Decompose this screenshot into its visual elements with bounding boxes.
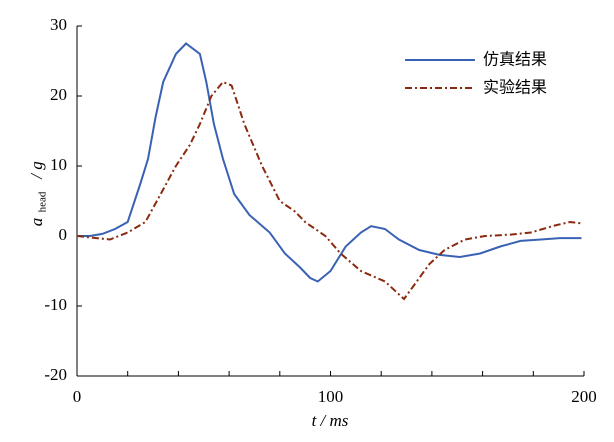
y-tick-label: 20	[50, 85, 67, 104]
series-line	[76, 80, 582, 301]
x-axis-label: t / ms	[312, 411, 349, 430]
y-label-unit: / g	[27, 161, 46, 179]
y-tick-label: 30	[50, 15, 67, 34]
y-tick-label: 10	[50, 155, 67, 174]
legend-label: 实验结果	[483, 78, 547, 97]
x-tick-label: 100	[318, 387, 344, 406]
y-label-subscript: head	[37, 191, 49, 212]
x-tick-label: 200	[571, 387, 597, 406]
y-tick-label: -20	[44, 365, 67, 384]
y-tick-label: -10	[44, 295, 67, 314]
y-label-symbol: a	[27, 218, 46, 227]
x-tick-label: 0	[73, 387, 82, 406]
series-line	[77, 42, 582, 283]
y-axis-label: a head / g	[27, 161, 49, 226]
legend-label: 仿真结果	[483, 50, 547, 69]
y-tick-label: 0	[59, 225, 68, 244]
